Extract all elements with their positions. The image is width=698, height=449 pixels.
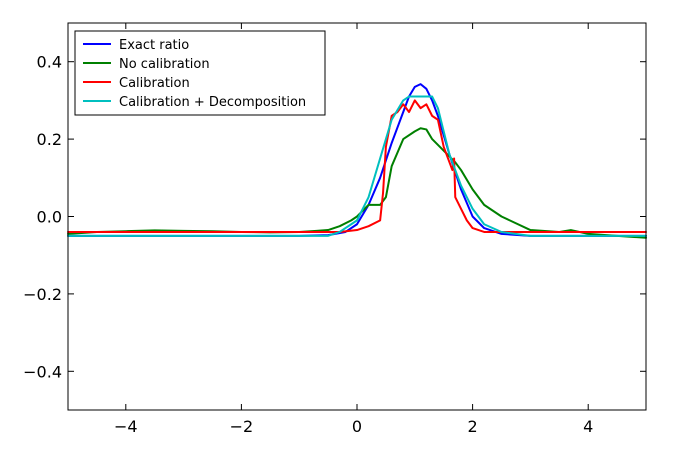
- y-tick-label: −0.4: [23, 362, 62, 381]
- x-tick-label: 0: [352, 417, 362, 436]
- legend-label-2: Calibration: [119, 76, 190, 91]
- tick-layer: −4 −2 0 2 4 −0.4 −0.2 0.0 0.2 0.4: [23, 23, 646, 436]
- series-line-3: [67, 95, 647, 237]
- x-tick-label: 2: [468, 417, 478, 436]
- series-layer: [67, 83, 647, 239]
- legend-label-0: Exact ratio: [119, 38, 189, 53]
- legend-label-1: No calibration: [119, 57, 210, 72]
- y-tick-label: 0.2: [37, 130, 62, 149]
- legend-box: [74, 30, 326, 116]
- y-tick-label: 0.0: [37, 208, 62, 227]
- x-tick-label: −2: [230, 417, 254, 436]
- x-tick-label: 4: [583, 417, 593, 436]
- legend-label-3: Calibration + Decomposition: [119, 95, 306, 110]
- y-tick-label: 0.4: [37, 53, 62, 72]
- series-line-0: [67, 83, 647, 237]
- series-line-2: [67, 99, 647, 233]
- x-tick-label: −4: [114, 417, 138, 436]
- y-tick-label: −0.2: [23, 285, 62, 304]
- legend: Exact ratio No calibration Calibration Cali…: [74, 30, 326, 116]
